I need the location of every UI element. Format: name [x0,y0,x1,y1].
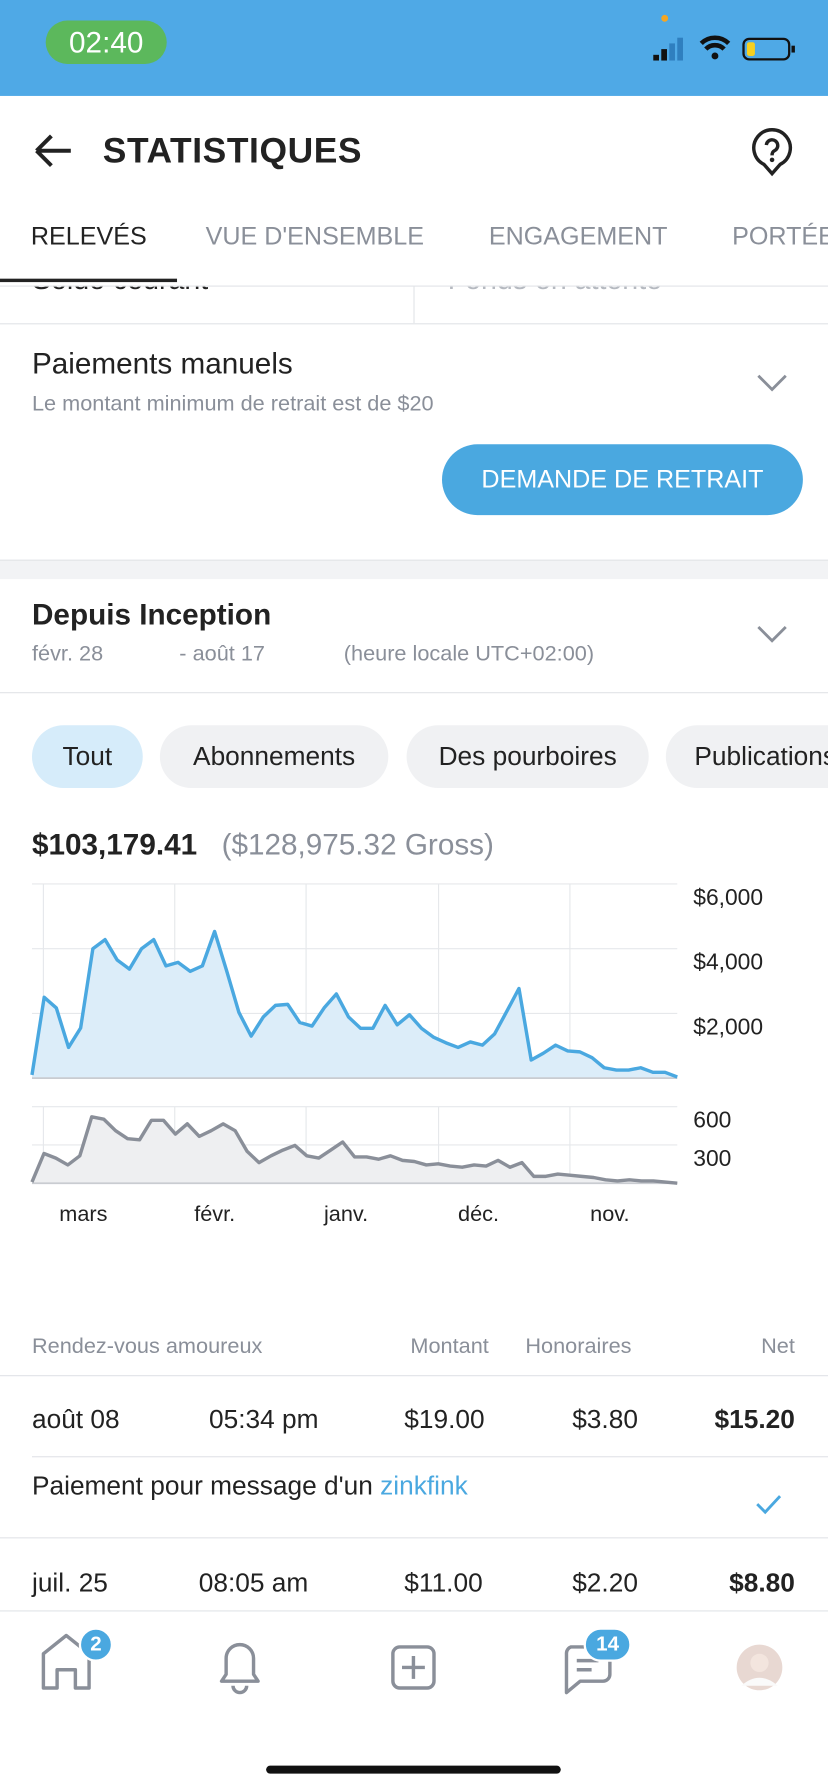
badge: 2 [90,1632,102,1655]
balance-row: Solde courant Fonds en attente [0,285,828,324]
page-title: STATISTIQUES [102,130,363,171]
withdraw-button[interactable]: DEMANDE DE RETRAIT [441,444,803,516]
y-tick-label: $6,000 [693,884,763,910]
period-start: févr. 28 [31,642,104,667]
status-icons [653,14,795,61]
divider [0,323,828,325]
home-indicator [266,1765,561,1774]
row-fee: $2.20 [572,1567,638,1598]
column-header: Montant [410,1334,489,1359]
bell-icon[interactable] [219,1642,260,1695]
y-tick-label: 600 [693,1107,731,1133]
bottom-nav [0,1610,828,1791]
chevron[interactable] [756,624,788,645]
filter-chip[interactable]: Publications [665,725,828,789]
y-tick-label: $2,000 [693,1013,763,1039]
period-title: Depuis Inception [31,597,272,632]
row-amount: $11.00 [404,1567,483,1598]
row-message: Paiement pour message d'un zinkfink [31,1470,468,1501]
row-net: $8.80 [729,1567,795,1598]
row-time: 08:05 am [198,1567,309,1598]
column-header: Honoraires [525,1334,632,1359]
row-net: $15.20 [714,1404,795,1434]
tab[interactable]: PORTÉE [732,221,828,251]
column-header: Rendez-vous amoureux [31,1334,263,1359]
divider [0,692,828,694]
gross-total: ($128,975.32 Gross) [221,826,494,862]
check-icon [756,1495,782,1515]
section-note: Le montant minimum de retrait est de $20 [31,392,434,417]
divider [0,285,828,287]
charts: $2,000 $4,000 $6,000 300 600 mars févr. janv. dé… [30,883,763,1226]
area-fill [31,931,678,1079]
help-button[interactable] [749,128,795,178]
balance-label: Solde courant [32,286,208,295]
add-icon[interactable] [391,1645,436,1690]
line [30,1115,678,1185]
area-fill [31,1116,678,1184]
filter-chip[interactable]: Abonnements [159,725,389,789]
section-title: Paiements manuels [31,346,293,381]
y-tick-label: $4,000 [693,949,763,975]
net-total: $103,179.41 [31,826,198,862]
divider [413,285,415,324]
badge: 14 [596,1632,620,1655]
filter-chip[interactable]: Tout [31,725,143,789]
tab[interactable]: ENGAGEMENT [488,221,668,251]
tab[interactable]: VUE D'ENSEMBLE [205,221,425,251]
nav-icons [41,1627,783,1774]
divider [31,1456,828,1458]
row-date: août 08 [31,1404,120,1434]
line [30,929,678,1079]
tab-indicator [0,278,178,283]
period-end: - août 17 [179,642,265,667]
period-timezone: (heure locale UTC+02:00) [343,642,595,667]
status-time: 02:40 [45,20,167,64]
divider [0,1375,828,1377]
back-button[interactable] [32,130,78,171]
message-text: Paiement pour message d'un [31,1470,373,1501]
section-separator [0,559,828,580]
x-tick-label: janv. [323,1201,368,1226]
divider [0,1537,828,1539]
home-icon[interactable] [41,1633,91,1690]
tab[interactable]: RELEVÉS [30,221,147,251]
x-tick-label: déc. [458,1201,499,1226]
x-tick-label: févr. [194,1201,235,1226]
row-time: 05:34 pm [209,1404,319,1434]
chevron[interactable] [756,372,788,393]
row-amount: $19.00 [404,1404,485,1434]
y-tick-label: 300 [693,1145,731,1171]
user-link[interactable]: zinkfink [380,1470,468,1501]
balance-label: Fonds en attente [448,286,662,295]
column-header: Net [761,1334,795,1359]
row-fee: $3.80 [572,1404,638,1434]
filter-chip[interactable]: Des pourboires [406,725,649,789]
x-tick-label: nov. [590,1201,629,1226]
row-date: juil. 25 [31,1567,108,1598]
x-tick-label: mars [59,1201,107,1226]
